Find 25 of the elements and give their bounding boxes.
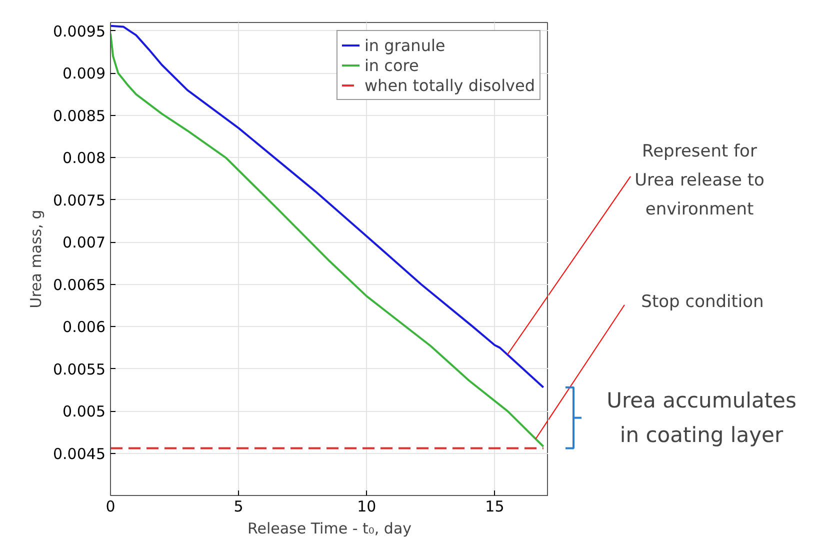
y-tick-label: 0.006 (62, 318, 106, 336)
x-tick-label: 15 (485, 498, 504, 516)
y-tick-label: 0.0045 (53, 444, 106, 463)
line-series (110, 24, 544, 388)
line-series (110, 32, 544, 448)
x-tick-label: 0 (106, 498, 116, 516)
y-tick-label: 0.007 (62, 234, 106, 252)
y-tick-label: 0.0085 (53, 106, 106, 125)
x-tick-label: 10 (357, 498, 376, 516)
annotation: Stop condition (641, 292, 764, 312)
y-tick-label: 0.005 (62, 402, 106, 421)
x-axis-title: Release Time - t₀, day (247, 520, 412, 538)
y-tick-label: 0.0055 (53, 360, 106, 378)
y-axis-title: Urea mass, g (27, 210, 46, 308)
text: Urea accumulates in coating layer (606, 388, 796, 448)
y-tick-label: 0.0065 (53, 276, 106, 294)
y-tick-label: 0.0075 (53, 191, 106, 210)
x-tick-label: 5 (234, 498, 244, 516)
y-tick-label: 0.0095 (53, 22, 106, 40)
legend-label: in granule (364, 36, 446, 54)
legend-label: in core (364, 56, 419, 74)
y-tick-label: 0.008 (62, 149, 106, 168)
annotation: Represent for Urea release to environment (634, 141, 764, 220)
legend-label: when totally disolved (364, 76, 535, 94)
y-tick-label: 0.009 (62, 64, 106, 83)
